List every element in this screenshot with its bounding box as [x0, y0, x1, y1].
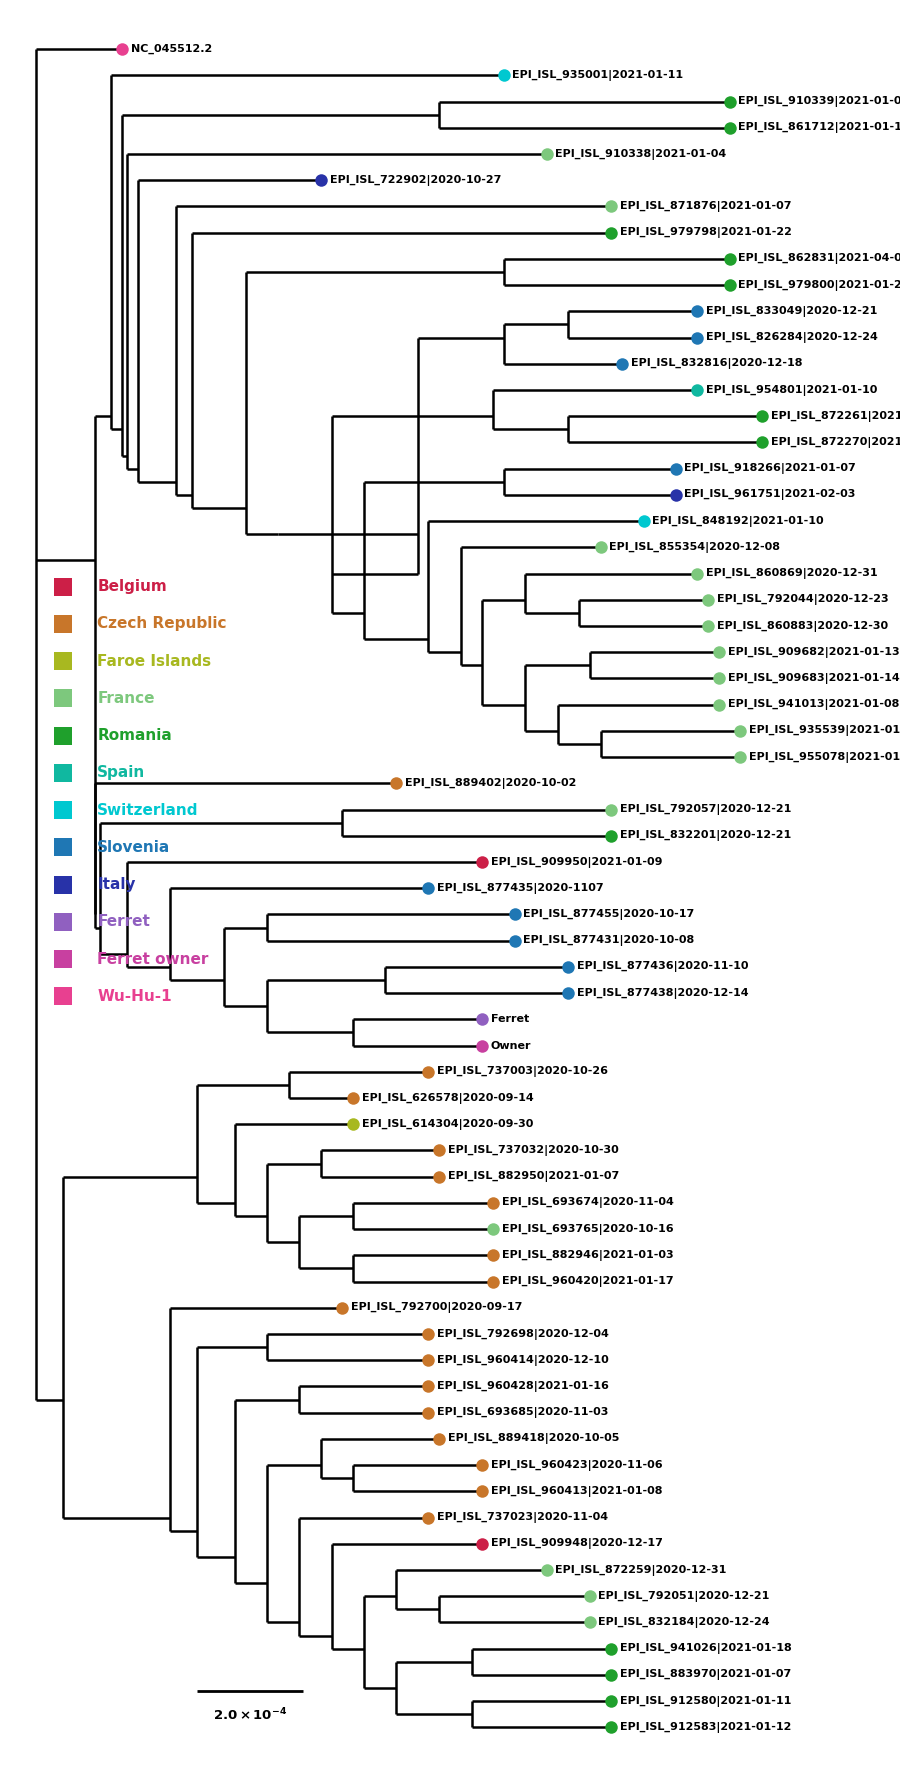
Text: EPI_ISL_960423|2020-11-06: EPI_ISL_960423|2020-11-06	[491, 1460, 662, 1471]
Text: EPI_ISL_722902|2020-10-27: EPI_ISL_722902|2020-10-27	[329, 175, 501, 185]
Text: EPI_ISL_826284|2020-12-24: EPI_ISL_826284|2020-12-24	[706, 332, 878, 343]
Text: Slovenia: Slovenia	[97, 841, 170, 855]
Text: EPI_ISL_626578|2020-09-14: EPI_ISL_626578|2020-09-14	[362, 1093, 534, 1104]
Text: EPI_ISL_909683|2021-01-14: EPI_ISL_909683|2021-01-14	[727, 673, 899, 683]
Text: EPI_ISL_889418|2020-10-05: EPI_ISL_889418|2020-10-05	[448, 1434, 619, 1445]
Text: EPI_ISL_909948|2020-12-17: EPI_ISL_909948|2020-12-17	[491, 1538, 662, 1549]
Text: Romania: Romania	[97, 728, 172, 743]
Text: $\mathbf{2.0 \times 10^{-4}}$: $\mathbf{2.0 \times 10^{-4}}$	[213, 1706, 287, 1724]
Text: EPI_ISL_910339|2021-01-04: EPI_ISL_910339|2021-01-04	[738, 95, 900, 108]
Text: EPI_ISL_614304|2020-09-30: EPI_ISL_614304|2020-09-30	[362, 1118, 533, 1130]
Text: EPI_ISL_941026|2021-01-18: EPI_ISL_941026|2021-01-18	[620, 1642, 792, 1655]
Text: EPI_ISL_883970|2021-01-07: EPI_ISL_883970|2021-01-07	[620, 1669, 791, 1681]
Text: Owner: Owner	[491, 1040, 531, 1051]
Text: EPI_ISL_935539|2021-01-15: EPI_ISL_935539|2021-01-15	[749, 726, 900, 736]
Text: EPI_ISL_979800|2021-01-27: EPI_ISL_979800|2021-01-27	[738, 279, 900, 291]
Text: EPI_ISL_792051|2020-12-21: EPI_ISL_792051|2020-12-21	[598, 1591, 770, 1602]
Text: Czech Republic: Czech Republic	[97, 616, 227, 632]
Text: EPI_ISL_861712|2021-01-13: EPI_ISL_861712|2021-01-13	[738, 122, 900, 132]
Text: EPI_ISL_877438|2020-12-14: EPI_ISL_877438|2020-12-14	[577, 987, 749, 998]
Text: EPI_ISL_737023|2020-11-04: EPI_ISL_737023|2020-11-04	[437, 1512, 608, 1522]
Text: EPI_ISL_889402|2020-10-02: EPI_ISL_889402|2020-10-02	[405, 777, 576, 789]
Text: EPI_ISL_832816|2020-12-18: EPI_ISL_832816|2020-12-18	[631, 358, 802, 369]
Text: EPI_ISL_960414|2020-12-10: EPI_ISL_960414|2020-12-10	[437, 1355, 608, 1365]
Text: EPI_ISL_860869|2020-12-31: EPI_ISL_860869|2020-12-31	[706, 569, 878, 579]
Text: EPI_ISL_960420|2021-01-17: EPI_ISL_960420|2021-01-17	[501, 1277, 673, 1287]
Text: EPI_ISL_941013|2021-01-08: EPI_ISL_941013|2021-01-08	[727, 699, 899, 710]
Text: NC_045512.2: NC_045512.2	[130, 44, 212, 55]
Text: EPI_ISL_737003|2020-10-26: EPI_ISL_737003|2020-10-26	[437, 1067, 608, 1077]
Text: EPI_ISL_792698|2020-12-04: EPI_ISL_792698|2020-12-04	[437, 1328, 609, 1340]
Text: EPI_ISL_872261|2021-01-08: EPI_ISL_872261|2021-01-08	[770, 411, 900, 422]
Text: EPI_ISL_872270|2021-01-07: EPI_ISL_872270|2021-01-07	[770, 436, 900, 449]
Text: EPI_ISL_871876|2021-01-07: EPI_ISL_871876|2021-01-07	[620, 201, 791, 212]
Text: EPI_ISL_860883|2020-12-30: EPI_ISL_860883|2020-12-30	[716, 620, 888, 632]
Text: France: France	[97, 691, 155, 706]
Text: EPI_ISL_909682|2021-01-13: EPI_ISL_909682|2021-01-13	[727, 646, 899, 657]
Text: EPI_ISL_693685|2020-11-03: EPI_ISL_693685|2020-11-03	[437, 1408, 608, 1418]
Text: EPI_ISL_910338|2021-01-04: EPI_ISL_910338|2021-01-04	[555, 148, 726, 159]
Text: EPI_ISL_862831|2021-04-01: EPI_ISL_862831|2021-04-01	[738, 253, 900, 265]
Text: EPI_ISL_961751|2021-02-03: EPI_ISL_961751|2021-02-03	[685, 489, 856, 500]
Text: EPI_ISL_877435|2020-1107: EPI_ISL_877435|2020-1107	[437, 883, 604, 894]
Text: EPI_ISL_832201|2020-12-21: EPI_ISL_832201|2020-12-21	[620, 830, 791, 841]
Text: Faroe Islands: Faroe Islands	[97, 653, 212, 669]
Text: EPI_ISL_693674|2020-11-04: EPI_ISL_693674|2020-11-04	[501, 1197, 673, 1208]
Text: EPI_ISL_912580|2021-01-11: EPI_ISL_912580|2021-01-11	[620, 1695, 791, 1706]
Text: EPI_ISL_954801|2021-01-10: EPI_ISL_954801|2021-01-10	[706, 385, 878, 396]
Text: EPI_ISL_912583|2021-01-12: EPI_ISL_912583|2021-01-12	[620, 1722, 791, 1732]
Text: EPI_ISL_882950|2021-01-07: EPI_ISL_882950|2021-01-07	[448, 1171, 619, 1181]
Text: EPI_ISL_918266|2021-01-07: EPI_ISL_918266|2021-01-07	[685, 463, 856, 475]
Text: Italy: Italy	[97, 878, 136, 892]
Text: EPI_ISL_792700|2020-09-17: EPI_ISL_792700|2020-09-17	[351, 1302, 522, 1314]
Text: Ferret: Ferret	[97, 915, 150, 929]
Text: Wu-Hu-1: Wu-Hu-1	[97, 989, 172, 1003]
Text: EPI_ISL_877436|2020-11-10: EPI_ISL_877436|2020-11-10	[577, 961, 749, 973]
Text: EPI_ISL_693765|2020-10-16: EPI_ISL_693765|2020-10-16	[501, 1224, 673, 1234]
Text: EPI_ISL_855354|2020-12-08: EPI_ISL_855354|2020-12-08	[609, 542, 780, 553]
Text: EPI_ISL_833049|2020-12-21: EPI_ISL_833049|2020-12-21	[706, 306, 878, 316]
Text: EPI_ISL_872259|2020-12-31: EPI_ISL_872259|2020-12-31	[555, 1565, 727, 1575]
Text: EPI_ISL_877431|2020-10-08: EPI_ISL_877431|2020-10-08	[523, 936, 695, 947]
Text: EPI_ISL_832184|2020-12-24: EPI_ISL_832184|2020-12-24	[598, 1618, 770, 1628]
Text: EPI_ISL_935001|2021-01-11: EPI_ISL_935001|2021-01-11	[512, 71, 683, 81]
Text: EPI_ISL_848192|2021-01-10: EPI_ISL_848192|2021-01-10	[652, 516, 824, 526]
Text: Switzerland: Switzerland	[97, 802, 199, 818]
Text: EPI_ISL_737032|2020-10-30: EPI_ISL_737032|2020-10-30	[448, 1144, 618, 1157]
Text: EPI_ISL_960413|2021-01-08: EPI_ISL_960413|2021-01-08	[491, 1485, 662, 1498]
Text: EPI_ISL_979798|2021-01-22: EPI_ISL_979798|2021-01-22	[620, 228, 792, 238]
Text: EPI_ISL_882946|2021-01-03: EPI_ISL_882946|2021-01-03	[501, 1250, 673, 1261]
Text: EPI_ISL_792057|2020-12-21: EPI_ISL_792057|2020-12-21	[620, 804, 791, 816]
Text: Ferret owner: Ferret owner	[97, 952, 209, 966]
Text: EPI_ISL_877455|2020-10-17: EPI_ISL_877455|2020-10-17	[523, 909, 695, 920]
Text: Belgium: Belgium	[97, 579, 167, 593]
Text: Spain: Spain	[97, 765, 146, 781]
Text: EPI_ISL_909950|2021-01-09: EPI_ISL_909950|2021-01-09	[491, 857, 662, 867]
Text: EPI_ISL_960428|2021-01-16: EPI_ISL_960428|2021-01-16	[437, 1381, 609, 1392]
Text: Ferret: Ferret	[491, 1014, 529, 1024]
Text: EPI_ISL_792044|2020-12-23: EPI_ISL_792044|2020-12-23	[716, 595, 888, 606]
Text: EPI_ISL_955078|2021-01-27: EPI_ISL_955078|2021-01-27	[749, 752, 900, 763]
